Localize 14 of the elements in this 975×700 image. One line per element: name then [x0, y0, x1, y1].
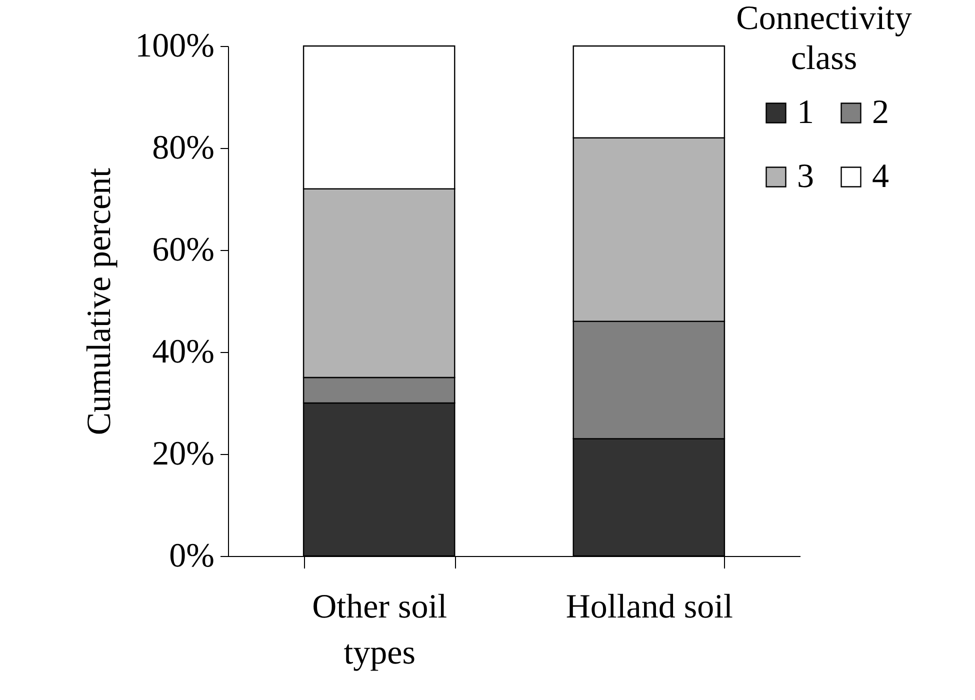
y-tick-label: 0% [169, 538, 214, 574]
legend-label: 1 [797, 94, 814, 131]
legend-label: 4 [872, 158, 889, 195]
legend-label: 3 [797, 158, 814, 195]
legend-label: 2 [872, 94, 889, 131]
y-axis-title: Cumulative percent [81, 167, 118, 436]
y-tick-label: 80% [152, 130, 214, 166]
y-tick-label: 40% [152, 334, 214, 370]
x-tick-label: Holland soil [566, 588, 733, 626]
x-tick-label: Other soil types [312, 588, 448, 672]
y-tick-label: 20% [152, 436, 214, 472]
y-tick-label: 100% [135, 28, 214, 64]
legend-title: Connectivity class [736, 0, 912, 77]
y-tick-label: 60% [152, 232, 214, 268]
